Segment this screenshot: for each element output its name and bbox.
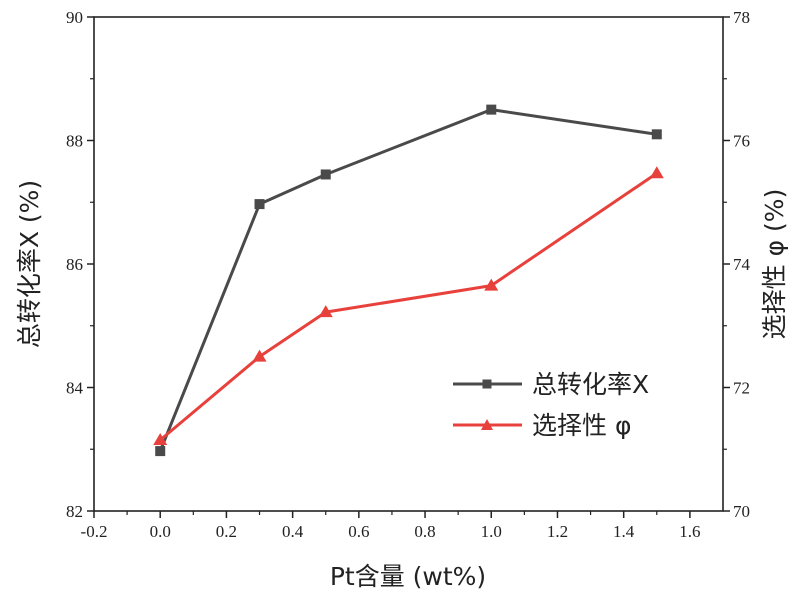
x-tick-label: -0.2 — [81, 522, 108, 541]
y-axis-left: 82 84 86 88 90 — [66, 8, 94, 521]
series-line-0 — [158, 108, 658, 452]
series-0-point — [651, 129, 662, 140]
legend: 总转化率X 选择性 φ — [453, 370, 649, 440]
x-axis-title: Pt含量 (wt%) — [330, 562, 486, 591]
series-1-point — [318, 305, 333, 318]
series-1-point — [252, 349, 267, 362]
series-0-point — [155, 446, 166, 457]
x-tick-label: 1.0 — [481, 522, 502, 541]
series-1-point — [649, 166, 664, 179]
legend-label-conversion: 总转化率X — [532, 370, 649, 399]
x-tick-label: 0.0 — [150, 522, 171, 541]
series-1-point — [153, 432, 168, 445]
y-right-tick-label: 76 — [733, 132, 750, 151]
x-tick-label: 1.2 — [547, 522, 568, 541]
y-right-tick-label: 78 — [733, 8, 750, 27]
x-tick-label: 0.6 — [348, 522, 369, 541]
y-right-tick-label: 74 — [733, 255, 751, 274]
series-0-point — [320, 169, 331, 180]
y-left-tick-label: 82 — [66, 502, 83, 521]
y-right-tick-label: 70 — [733, 502, 750, 521]
series-0-point — [254, 199, 265, 210]
series-0-point — [486, 104, 497, 115]
y-left-tick-label: 88 — [66, 132, 83, 151]
y-axis-left-title: 总转化率X (%) — [15, 180, 44, 348]
legend-marker-conversion — [482, 379, 492, 389]
y-left-tick-label: 86 — [66, 255, 83, 274]
y-left-tick-label: 84 — [66, 379, 84, 398]
y-axis-right-title: 选择性 φ (%) — [760, 189, 789, 340]
x-tick-label: 0.4 — [282, 522, 304, 541]
y-left-tick-label: 90 — [66, 8, 83, 27]
x-tick-label: 0.8 — [414, 522, 435, 541]
legend-marker-selectivity — [481, 419, 493, 430]
series-line-1 — [159, 171, 658, 442]
x-tick-label: 0.2 — [216, 522, 237, 541]
x-tick-label: 1.6 — [679, 522, 700, 541]
series-1-point — [484, 278, 499, 291]
series-layer — [153, 104, 664, 457]
y-right-tick-label: 72 — [733, 379, 750, 398]
y-axis-right: 70 72 74 76 78 — [723, 8, 751, 521]
x-axis: -0.2 0.0 0.2 0.4 0.6 0.8 1.0 1.2 1.4 1.6 — [81, 511, 701, 541]
legend-label-selectivity: 选择性 φ — [532, 411, 631, 440]
x-tick-label: 1.4 — [613, 522, 635, 541]
